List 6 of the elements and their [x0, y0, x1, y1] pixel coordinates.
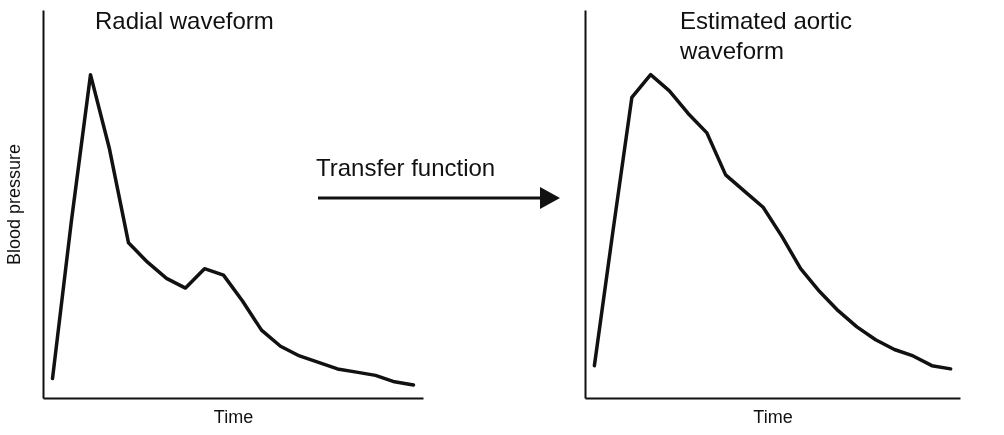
- chart-title: Estimated aortic waveform: [680, 6, 854, 66]
- x-axis-title: Time: [213, 406, 254, 427]
- x-axis-title: Time: [753, 406, 793, 427]
- annotation: Transfer function: [316, 154, 496, 182]
- y-axis-title: Blood pressure: [3, 143, 24, 266]
- chart-title: Radial waveform: [95, 6, 275, 36]
